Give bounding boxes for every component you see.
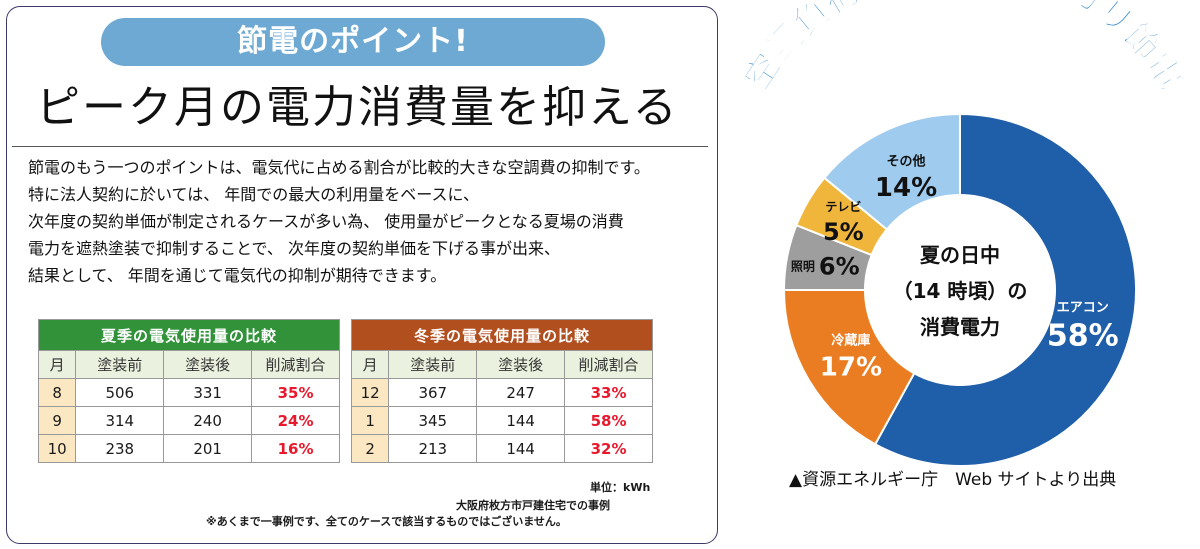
month-cell: 1 bbox=[350, 406, 390, 435]
reduction-cell: 58% bbox=[564, 406, 653, 435]
column-header: 削減割合 bbox=[564, 350, 653, 379]
center-label-line: 夏の日中 bbox=[920, 243, 1000, 267]
reduction-cell: 16% bbox=[251, 434, 340, 463]
before-cell: 314 bbox=[75, 406, 165, 435]
intro-line: 次年度の契約単価が制定されるケースが多い為、 使用量がピークとなる夏場の消費 bbox=[28, 212, 624, 231]
column-header: 塗装後 bbox=[476, 350, 566, 379]
reduction-cell: 33% bbox=[564, 378, 653, 407]
after-cell: 240 bbox=[163, 406, 253, 435]
headline: ピーク月の電力消費量を抑える bbox=[36, 82, 679, 133]
table-row: 1 345 144 58% bbox=[350, 406, 653, 435]
donut-hole bbox=[864, 194, 1056, 386]
month-cell: 2 bbox=[350, 434, 390, 463]
slice-label: 照明 bbox=[791, 259, 815, 274]
reduction-cell: 24% bbox=[251, 406, 340, 435]
disclaimer-note: ※あくまで一事例です、全てのケースで該当するものではございません。 bbox=[206, 515, 567, 528]
before-cell: 213 bbox=[388, 434, 478, 463]
slice-label: エアコン bbox=[1057, 301, 1109, 316]
month-cell: 9 bbox=[37, 406, 77, 435]
section-badge: 節電のポイント! bbox=[101, 18, 605, 66]
column-header: 削減割合 bbox=[251, 350, 340, 379]
before-cell: 506 bbox=[75, 378, 165, 407]
after-cell: 331 bbox=[163, 378, 253, 407]
month-cell: 12 bbox=[350, 378, 390, 407]
arc-title: 空調負荷を抑えてシッカリ節電 bbox=[737, 0, 1191, 97]
intro-line: 電力を遮熱塗装で抑制することで、 次年度の契約単価を下げる事が出来、 bbox=[28, 239, 560, 258]
after-cell: 144 bbox=[476, 434, 566, 463]
column-header: 塗装後 bbox=[163, 350, 253, 379]
table-row: 12 367 247 33% bbox=[350, 378, 653, 407]
center-label-line: （14 時頃）の bbox=[893, 279, 1028, 303]
source-credit: ▲資源エネルギー庁 Web サイトより出典 bbox=[789, 470, 1117, 490]
slice-label: 冷蔵庫 bbox=[831, 333, 870, 349]
slice-value-label: 5% bbox=[823, 218, 864, 246]
intro-line: 結果として、 年間を通じて電気代の抑制が期待できます。 bbox=[28, 266, 447, 285]
column-header: 塗装前 bbox=[75, 350, 165, 379]
after-cell: 247 bbox=[476, 378, 566, 407]
slice-label: その他 bbox=[887, 153, 926, 169]
column-header: 月 bbox=[350, 350, 390, 379]
winter-table-title: 冬季の電気使用量の比較 bbox=[351, 319, 653, 351]
intro-line: 特に法人契約に於いては、 年間での最大の利用量をベースに、 bbox=[28, 185, 480, 204]
table-row: 2 213 144 32% bbox=[350, 434, 653, 463]
table-row: 8 506 331 35% bbox=[37, 378, 340, 407]
before-cell: 238 bbox=[75, 434, 165, 463]
intro-line: 節電のもう一つのポイントは、電気代に占める割合が比較的大きな空調費の抑制です。 bbox=[28, 158, 650, 177]
column-header: 塗装前 bbox=[388, 350, 478, 379]
unit-note: 単位：kWh bbox=[590, 481, 651, 494]
intro-text: 節電のもう一つのポイントは、電気代に占める割合が比較的大きな空調費の抑制です。 … bbox=[28, 154, 708, 289]
before-cell: 345 bbox=[388, 406, 478, 435]
summer-usage-table: 夏季の電気使用量の比較 月 塗装前 塗装後 削減割合 8 506 331 35%… bbox=[37, 319, 340, 463]
column-header: 月 bbox=[37, 350, 77, 379]
month-cell: 10 bbox=[37, 434, 77, 463]
reduction-cell: 35% bbox=[251, 378, 340, 407]
slice-value-label: 58% bbox=[1047, 319, 1119, 354]
winter-usage-table: 冬季の電気使用量の比較 月 塗装前 塗装後 削減割合 12 367 247 33… bbox=[350, 319, 653, 463]
table-row: 10 238 201 16% bbox=[37, 434, 340, 463]
after-cell: 144 bbox=[476, 406, 566, 435]
slice-value-label: 14% bbox=[875, 173, 937, 203]
reduction-cell: 32% bbox=[564, 434, 653, 463]
month-cell: 8 bbox=[37, 378, 77, 407]
slice-value-label: 6% bbox=[819, 253, 860, 281]
case-note: 大阪府枚方市戸建住宅での事例 bbox=[456, 499, 610, 512]
slice-value-label: 17% bbox=[820, 352, 882, 382]
before-cell: 367 bbox=[388, 378, 478, 407]
divider bbox=[12, 146, 708, 147]
center-label-line: 消費電力 bbox=[920, 315, 1000, 339]
summer-table-title: 夏季の電気使用量の比較 bbox=[38, 319, 340, 351]
slice-label: テレビ bbox=[825, 199, 861, 214]
after-cell: 201 bbox=[163, 434, 253, 463]
table-row: 9 314 240 24% bbox=[37, 406, 340, 435]
